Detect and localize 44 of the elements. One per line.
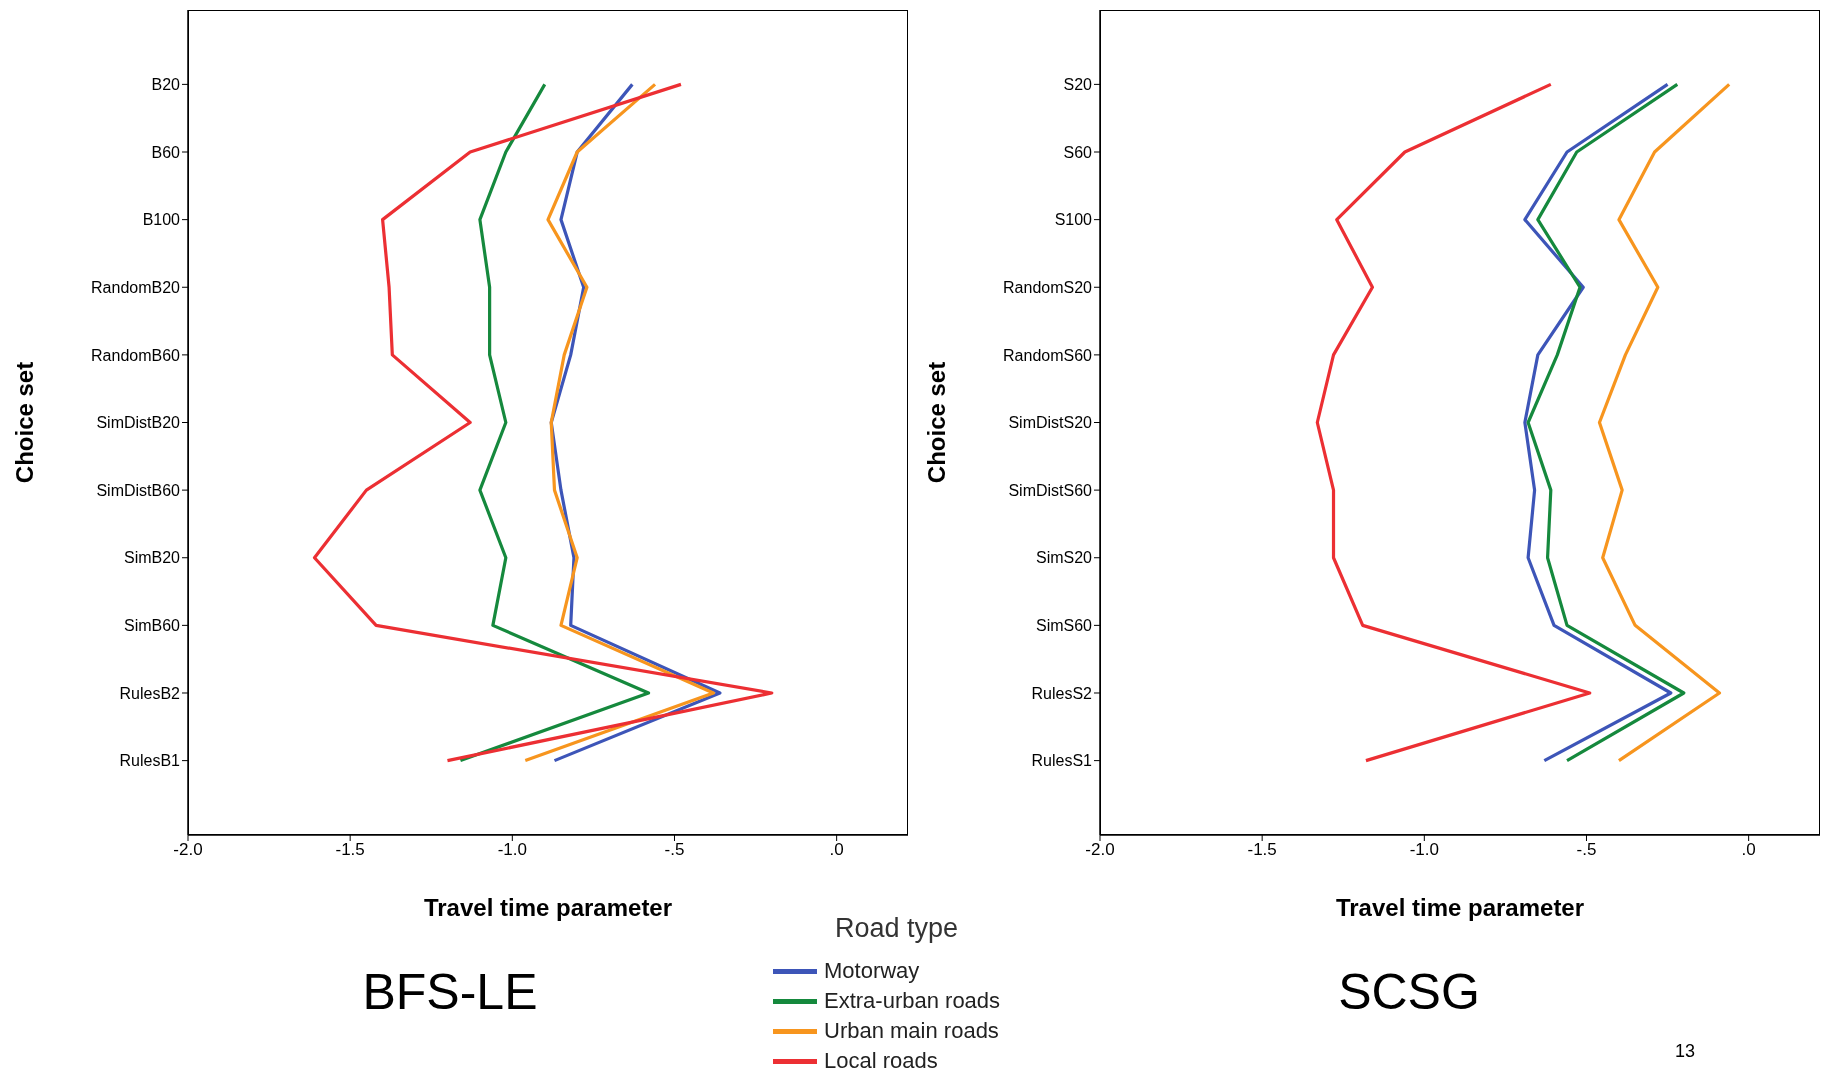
x-tick-label: -1.5 (335, 840, 365, 860)
y-tick-label: S20 (1063, 76, 1093, 94)
y-tick-label: RandomS60 (1003, 346, 1093, 364)
y-tick-label: SimB60 (123, 617, 181, 635)
y-tick-label: SimDistS60 (1008, 481, 1093, 499)
legend-title: Road type (835, 913, 960, 944)
y-tick-label: SimDistB60 (96, 481, 181, 499)
y-axis-title: Choice set (922, 361, 950, 484)
legend-label: Motorway (824, 958, 920, 984)
y-tick-label: SimS20 (1035, 549, 1093, 567)
x-tick-label: -1.5 (1247, 840, 1277, 860)
x-tick-label: -1.0 (497, 840, 527, 860)
x-tick-label: -1.0 (1409, 840, 1439, 860)
x-tick-label: -2.0 (173, 840, 203, 860)
legend-label: Local roads (824, 1048, 938, 1074)
legend-label: Extra-urban roads (824, 988, 1001, 1014)
y-tick-label: RulesB1 (119, 752, 181, 770)
x-axis-title: Travel time parameter (1335, 894, 1585, 921)
y-tick-label: B100 (142, 211, 181, 229)
y-tick-label: RandomB60 (91, 346, 181, 364)
y-tick-label: B20 (151, 76, 181, 94)
y-tick-label: RandomB20 (91, 278, 181, 296)
y-tick-label: SimDistB20 (96, 414, 181, 432)
x-tick-label: -2.0 (1085, 840, 1115, 860)
y-tick-label: S60 (1063, 143, 1093, 161)
y-tick-label: RulesB2 (119, 684, 181, 702)
x-tick-label: -.5 (664, 840, 685, 860)
x-axis-title: Travel time parameter (423, 894, 673, 921)
y-tick-label: RulesS1 (1031, 752, 1093, 770)
text: BFS-LE (361, 963, 539, 1021)
y-axis-title: Choice set (10, 361, 38, 484)
y-tick-label: SimB20 (123, 549, 181, 567)
text: 13 (1674, 1041, 1695, 1062)
y-tick-label: B60 (151, 143, 181, 161)
y-tick-label: S100 (1054, 211, 1093, 229)
x-tick-label: .0 (1741, 840, 1756, 860)
x-tick-label: .0 (829, 840, 844, 860)
text: SCSG (1337, 963, 1481, 1021)
y-tick-label: RulesS2 (1031, 684, 1093, 702)
y-tick-label: SimS60 (1035, 617, 1093, 635)
legend-label: Urban main roads (824, 1018, 999, 1044)
y-tick-label: SimDistS20 (1008, 414, 1093, 432)
y-tick-label: RandomS20 (1003, 278, 1093, 296)
x-tick-label: -.5 (1576, 840, 1597, 860)
